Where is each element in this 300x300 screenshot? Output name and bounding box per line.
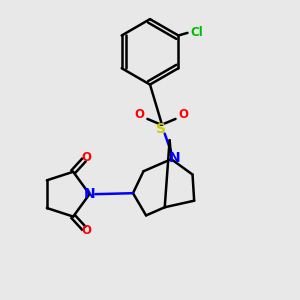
Text: O: O: [178, 108, 188, 121]
Text: O: O: [81, 151, 91, 164]
Text: O: O: [81, 224, 91, 237]
Text: N: N: [169, 151, 180, 165]
Text: Cl: Cl: [190, 26, 203, 39]
Text: S: S: [157, 122, 166, 136]
Text: N: N: [84, 187, 95, 201]
Text: O: O: [134, 108, 145, 121]
